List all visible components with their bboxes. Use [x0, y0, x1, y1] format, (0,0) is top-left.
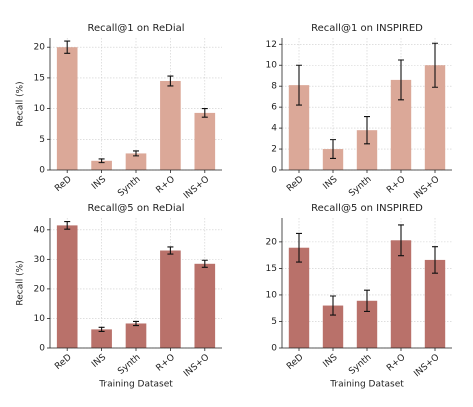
x-tick-label: Synth [347, 353, 373, 377]
bar [322, 305, 344, 348]
chart-title: Recall@1 on ReDial [87, 23, 184, 34]
x-tick-label: ReD [285, 175, 306, 194]
x-tick-label: Synth [347, 175, 373, 199]
y-tick-label: 5 [39, 135, 45, 145]
bar [56, 225, 78, 348]
x-tick-label: INS [322, 174, 340, 192]
error-bar [167, 246, 174, 255]
x-tick-label: R+O [385, 175, 407, 196]
y-tick-label: 0 [39, 344, 45, 354]
y-tick-label: 5 [271, 317, 277, 327]
bar [288, 85, 310, 170]
x-tick-label: INS+O [412, 175, 441, 202]
y-axis-label: Recall (%) [16, 81, 26, 126]
y-tick-label: 4 [271, 124, 277, 134]
error-bar [330, 139, 336, 160]
bar [356, 130, 378, 170]
y-tick-label: 15 [34, 73, 45, 83]
y-tick-label: 0 [39, 166, 45, 176]
x-tick-label: INS [90, 352, 108, 370]
chart-title: Recall@1 on INSPIRED [311, 23, 423, 34]
error-bar [98, 326, 105, 333]
error-bar [398, 59, 404, 101]
y-axis-label: Recall (%) [16, 260, 26, 305]
error-bar [201, 259, 208, 268]
x-tick-label: INS+O [412, 353, 441, 380]
error-bar [398, 224, 404, 257]
bar [125, 323, 147, 348]
bar [125, 153, 147, 170]
error-bar [201, 108, 208, 118]
x-tick-label: R+O [385, 353, 407, 374]
bar [322, 149, 344, 170]
x-tick-label: ReD [53, 353, 74, 372]
error-bar [133, 320, 139, 327]
x-axis-label: Training Dataset [98, 380, 173, 390]
bar [160, 250, 181, 348]
bar [424, 259, 446, 348]
y-tick-label: 30 [34, 255, 46, 265]
y-tick-label: 10 [266, 290, 278, 300]
bar [356, 300, 378, 348]
bar [194, 112, 216, 170]
y-tick-label: 15 [266, 264, 277, 274]
x-axis-label: Training Dataset [329, 380, 404, 390]
bar [390, 240, 412, 348]
y-tick-label: 20 [34, 43, 46, 53]
bar [56, 47, 78, 170]
y-tick-label: 0 [271, 166, 277, 176]
y-tick-label: 2 [271, 145, 277, 155]
error-bar [296, 64, 302, 106]
x-tick-label: Synth [116, 175, 142, 199]
error-bar [167, 75, 174, 87]
y-tick-label: 6 [271, 103, 277, 113]
bar [194, 263, 216, 348]
chart-title: Recall@5 on ReDial [87, 203, 184, 214]
x-tick-label: Synth [116, 353, 142, 377]
x-tick-label: ReD [285, 353, 306, 372]
x-tick-label: ReD [53, 175, 74, 194]
error-bar [296, 232, 302, 263]
y-tick-label: 8 [271, 82, 277, 92]
error-bar [432, 42, 438, 88]
bar [390, 79, 412, 170]
x-tick-label: R+O [155, 353, 177, 374]
chart-title: Recall@5 on INSPIRED [311, 203, 423, 214]
bar [91, 160, 112, 170]
bar [288, 247, 310, 348]
error-bar [432, 246, 438, 274]
x-tick-label: INS+O [182, 353, 211, 380]
y-tick-label: 0 [271, 344, 277, 354]
error-bar [64, 220, 71, 230]
bar [424, 65, 446, 170]
bar [160, 80, 181, 170]
error-bar [64, 40, 71, 54]
bar [91, 329, 112, 348]
x-tick-label: INS [90, 174, 108, 192]
error-bar [98, 158, 105, 164]
y-tick-label: 20 [266, 237, 278, 247]
error-bar [364, 116, 370, 145]
y-tick-label: 20 [34, 284, 46, 294]
error-bar [364, 289, 370, 312]
x-tick-label: INS+O [182, 175, 211, 202]
y-tick-label: 10 [266, 61, 278, 71]
y-tick-label: 10 [34, 104, 46, 114]
x-tick-label: R+O [155, 175, 177, 196]
error-bar [330, 295, 336, 316]
y-tick-label: 10 [34, 314, 46, 324]
x-tick-label: INS [322, 352, 340, 370]
y-tick-label: 40 [34, 225, 46, 235]
y-tick-label: 12 [266, 40, 277, 50]
error-bar [133, 150, 139, 157]
